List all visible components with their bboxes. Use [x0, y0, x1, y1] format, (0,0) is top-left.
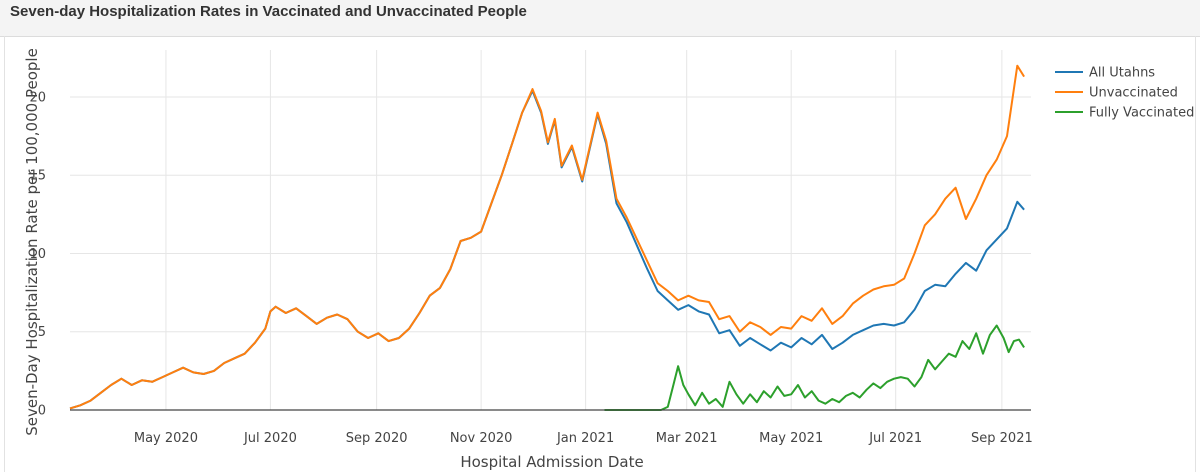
x-tick-label: Mar 2021	[656, 431, 718, 446]
x-tick-label: Jan 2021	[556, 431, 614, 446]
x-tick-label: May 2020	[134, 431, 198, 446]
legend-label: All Utahns	[1089, 66, 1155, 81]
panel-title: Seven-day Hospitalization Rates in Vacci…	[10, 3, 527, 20]
legend-item-unvaccinated[interactable]: Unvaccinated	[1055, 86, 1178, 101]
x-tick-label: Nov 2020	[450, 431, 513, 446]
x-tick-label: Jul 2020	[243, 431, 297, 446]
x-tick-label: Jul 2021	[868, 431, 922, 446]
x-tick-label: Sep 2021	[971, 431, 1033, 446]
legend[interactable]: All Utahns Unvaccinated Fully Vaccinated	[1055, 66, 1194, 121]
y-tick-label: 10	[29, 247, 46, 262]
legend-label: Unvaccinated	[1089, 86, 1178, 101]
legend-item-all-utahns[interactable]: All Utahns	[1055, 66, 1155, 81]
y-axis-title: Seven-Day Hospitalization Rate per 100,0…	[23, 48, 41, 436]
x-axis-title: Hospital Admission Date	[460, 453, 643, 471]
x-gridlines	[165, 50, 1003, 410]
legend-item-fully-vaccinated[interactable]: Fully Vaccinated	[1055, 106, 1194, 121]
x-tick-label: May 2021	[759, 431, 823, 446]
series-line-unvaccinated[interactable]	[69, 64, 1025, 410]
chart-panel	[4, 36, 1196, 472]
panel-header: Seven-day Hospitalization Rates in Vacci…	[0, 0, 1200, 37]
legend-label: Fully Vaccinated	[1089, 106, 1194, 121]
x-tick-labels: May 2020 Jul 2020 Sep 2020 Nov 2020 Jan 2021…	[134, 431, 1033, 446]
y-tick-labels: 0 5 10 15 20	[29, 90, 46, 418]
series-line-fully-vaccinated[interactable]	[604, 324, 1025, 411]
y-tick-label: 5	[38, 325, 46, 340]
y-tick-label: 20	[29, 90, 46, 105]
series-lines	[69, 64, 1025, 411]
y-tick-label: 0	[38, 404, 46, 419]
y-tick-label: 15	[29, 169, 46, 184]
x-tick-label: Sep 2020	[346, 431, 408, 446]
y-gridlines	[70, 96, 1031, 333]
